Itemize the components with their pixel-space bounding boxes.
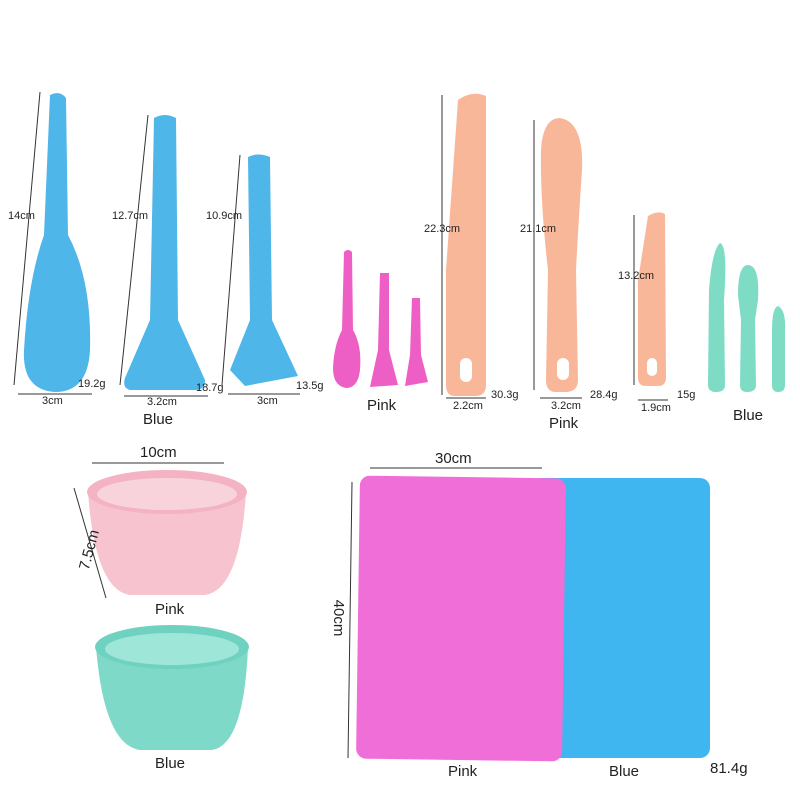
height-label: 22.3cm [424, 223, 460, 235]
hole [647, 358, 657, 376]
dimension-line [73, 487, 107, 599]
height-label: 40cm [330, 600, 347, 637]
pink-bowl [88, 492, 246, 595]
hole [557, 358, 569, 380]
weight-label: 18.7g [196, 382, 224, 394]
blue-brushes [23, 93, 298, 393]
width-label: 3.2cm [147, 396, 177, 408]
width-label: 2.2cm [453, 400, 483, 412]
color-label: Blue [155, 755, 185, 772]
brush [124, 115, 205, 390]
weight-label: 81.4g [710, 760, 748, 777]
color-label: Blue [143, 411, 173, 428]
color-label: Blue [609, 763, 639, 780]
green-bowl [96, 647, 248, 750]
height-label: 10.9cm [206, 210, 242, 222]
spatula [708, 243, 726, 392]
brush [370, 273, 398, 387]
spatula [772, 306, 786, 392]
green-bowl-inside [105, 633, 239, 665]
width-label: 30cm [435, 450, 472, 467]
weight-label: 15g [677, 389, 695, 401]
width-label: 3cm [257, 395, 278, 407]
blue-mat [530, 478, 710, 758]
spatula [738, 265, 759, 392]
width-label: 3.2cm [551, 400, 581, 412]
weight-label: 19.2g [78, 378, 106, 390]
green-spatulas [708, 243, 786, 392]
dimension-line [221, 154, 241, 386]
spatula [446, 93, 486, 396]
pink-bowl-inside [97, 478, 237, 510]
hole [460, 358, 472, 382]
height-label: 21.1cm [520, 223, 556, 235]
pink-mat [356, 475, 566, 762]
hang-holes [460, 358, 657, 382]
height-label: 12.7cm [112, 210, 148, 222]
weight-label: 28.4g [590, 389, 618, 401]
height-label: 13.2cm [618, 270, 654, 282]
width-label: 1.9cm [641, 402, 671, 414]
height-label: 14cm [8, 210, 35, 222]
pink-spatulas [446, 93, 666, 396]
color-label: Pink [367, 397, 397, 414]
width-label: 10cm [140, 444, 177, 461]
weight-label: 30.3g [491, 389, 519, 401]
spatula [540, 118, 583, 392]
color-label: Pink [448, 763, 478, 780]
dimension-line [13, 91, 41, 386]
weight-label: 13.5g [296, 380, 324, 392]
dimension-line [347, 481, 353, 759]
brush [405, 298, 428, 386]
color-label: Pink [155, 601, 185, 618]
color-label: Blue [733, 407, 763, 424]
pink-mini-brushes [333, 250, 428, 388]
spatula [638, 212, 666, 386]
dimension-line [119, 114, 149, 386]
brush [230, 154, 298, 386]
color-label: Pink [549, 415, 579, 432]
width-label: 3cm [42, 395, 63, 407]
brush [333, 250, 361, 388]
brush [23, 93, 91, 393]
